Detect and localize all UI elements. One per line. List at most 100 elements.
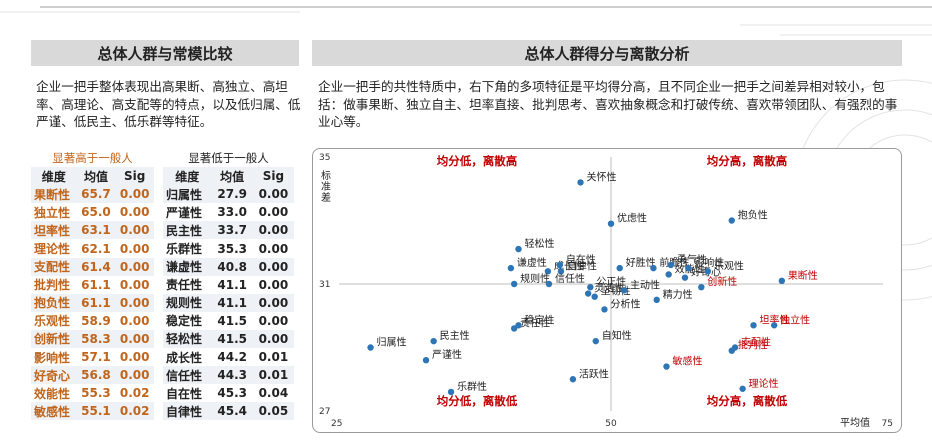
sig-cell: 0.05 (252, 402, 294, 421)
data-point (430, 337, 437, 345)
sig-cell: 0.00 (252, 239, 294, 258)
data-point-label: 抱负性 (738, 209, 768, 222)
data-point-label: 自律性 (567, 259, 597, 272)
data-point (771, 322, 778, 329)
data-point (685, 264, 692, 272)
left-panel-title: 总体人群与常模比较 (31, 40, 299, 66)
data-point-label: 稳定性 (525, 313, 555, 326)
right-panel-description: 企业一把手的共性特质中，右下角的多项特征是平均得分高，且不同企业一把手之间差异相… (318, 79, 898, 129)
sig-cell: 0.02 (115, 384, 154, 403)
data-point (584, 290, 592, 297)
data-point (556, 261, 564, 269)
data-point (569, 376, 577, 383)
table-row: 理论性 62.1 0.00 (31, 239, 154, 258)
column-header: Sig (252, 167, 294, 186)
data-point (507, 264, 515, 272)
scatter-chart: 35 31 27 25 50 75 标准差 平均值 均分低，离散高 均分高，离散高 均分低，离散低 均… (312, 148, 902, 433)
data-point-label: 敏感性 (672, 355, 702, 368)
sig-cell: 0.00 (252, 329, 294, 349)
table-row: 好奇心 56.8 0.00 (31, 366, 154, 385)
data-point-label: 勇气性 (677, 253, 707, 266)
table-row: 独立性 65.0 0.00 (31, 203, 154, 222)
mean-cell: 57.1 (76, 348, 116, 367)
table-row: 成长性 44.2 0.01 (163, 348, 294, 367)
sig-cell: 0.00 (115, 185, 154, 204)
sig-cell: 0.04 (252, 384, 294, 403)
table-row: 谦虚性 40.8 0.00 (163, 257, 294, 276)
mean-cell: 58.3 (76, 329, 116, 349)
mean-cell: 45.4 (211, 402, 253, 421)
mean-cell: 65.0 (76, 203, 116, 222)
data-point-label: 公正性 (596, 275, 626, 288)
data-point-label: 前瞻性 (659, 256, 689, 269)
mean-cell: 58.9 (76, 311, 116, 330)
table-row: 稳定性 41.5 0.00 (163, 311, 294, 330)
sig-cell: 0.00 (252, 203, 294, 222)
dimension-cell: 抱负性 (31, 293, 77, 312)
data-point (515, 245, 522, 253)
mean-cell: 33.7 (211, 221, 253, 240)
sig-cell: 0.00 (115, 311, 154, 330)
table-row: 乐观性 58.9 0.00 (31, 311, 154, 330)
data-point (620, 287, 628, 294)
sig-cell: 0.00 (252, 257, 294, 276)
sig-cell: 0.00 (252, 275, 294, 294)
mean-cell: 35.3 (211, 239, 253, 258)
dimension-cell: 稳定性 (163, 311, 212, 330)
data-point-label: 优虑性 (617, 212, 647, 225)
data-point (510, 325, 518, 332)
data-point-label: 民主性 (440, 329, 470, 342)
table-row: 规则性 41.1 0.00 (163, 293, 294, 312)
column-header: 均值 (76, 167, 116, 186)
data-point (577, 179, 584, 186)
data-point-label: 创新性 (707, 275, 737, 288)
quadrant-label: 均分高，离散低 (707, 394, 788, 408)
x-tick-label: 50 (605, 419, 617, 429)
mean-cell: 65.7 (76, 185, 116, 204)
quadrant-label: 均分低，离散高 (437, 154, 518, 168)
data-point (704, 268, 712, 275)
sig-cell: 0.00 (252, 185, 294, 204)
data-point-label: 信任性 (555, 272, 585, 285)
data-point (650, 264, 657, 272)
dimension-cell: 谦虚性 (163, 257, 212, 276)
sig-cell: 0.01 (252, 366, 294, 385)
data-point (367, 344, 374, 351)
data-point-label: 活跃性 (579, 367, 609, 380)
lower-than-norm-table: 显著低于一般人 维度 均值 Sig 归属性 27.9 0.00 严谨性 33.0 0.00… (163, 149, 294, 421)
data-point-label: 责任性 (520, 316, 550, 329)
data-point (592, 337, 599, 345)
data-point (616, 264, 623, 272)
quadrant-label: 均分高，离散高 (707, 154, 788, 168)
top-rule (40, 6, 932, 8)
table-caption: 显著低于一般人 (188, 151, 269, 166)
data-point-label: 归属性 (377, 336, 407, 349)
sig-cell: 0.00 (115, 221, 154, 240)
data-point-label: 果断性 (788, 269, 818, 282)
left-panel-description: 企业一把手整体表现出高果断、高独立、高坦率、高理论、高支配等的特点，以及低归属、… (36, 79, 301, 129)
mean-cell: 45.3 (211, 384, 253, 403)
mean-cell: 62.1 (76, 239, 116, 258)
mean-cell: 55.3 (76, 384, 116, 403)
mean-cell: 40.8 (211, 257, 253, 276)
dimension-cell: 民主性 (163, 221, 212, 240)
dimension-cell: 归属性 (163, 185, 212, 204)
table-row: 信任性 44.3 0.01 (163, 366, 294, 385)
data-point-label: 批判性 (738, 339, 768, 352)
data-point-label: 独立性 (780, 313, 810, 326)
mean-cell: 44.2 (211, 348, 253, 367)
mean-cell: 56.8 (76, 366, 116, 385)
mean-cell: 41.1 (211, 293, 253, 312)
data-point (728, 347, 735, 354)
dimension-cell: 坦率性 (31, 221, 77, 240)
mean-cell: 41.1 (211, 275, 253, 294)
data-point (663, 363, 670, 370)
dimension-cell: 信任性 (163, 366, 212, 385)
mean-cell: 63.1 (76, 221, 116, 240)
sig-cell: 0.02 (115, 402, 154, 421)
table-row: 归属性 27.9 0.00 (163, 185, 294, 204)
data-point-label: 支配性 (741, 336, 771, 349)
sig-cell: 0.00 (115, 366, 154, 385)
mean-cell: 41.5 (211, 329, 253, 349)
